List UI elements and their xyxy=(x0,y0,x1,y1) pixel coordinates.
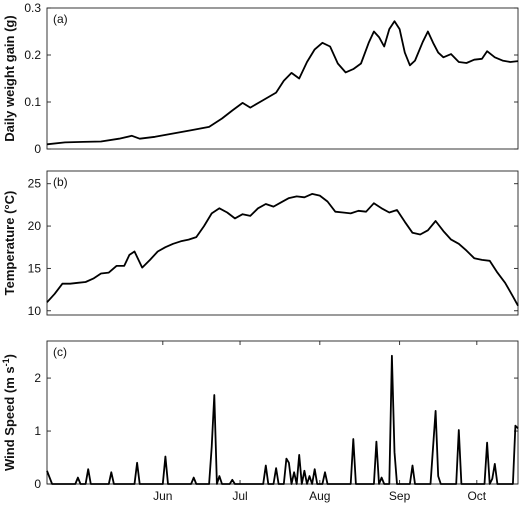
series-line xyxy=(46,354,519,485)
y-tick-label: 0.3 xyxy=(24,1,41,15)
y-tick-label: 15 xyxy=(28,261,42,275)
x-tick-label: Jul xyxy=(232,489,247,503)
y-tick-label: 0 xyxy=(34,477,41,491)
chart-panel-3: 0 1 2 Jun Jul Aug Sep Oct (c) Wind Speed (m s-1) xyxy=(1,340,519,503)
chart-panel-1: 0 0.1 0.2 0.3 (a) Daily weight gain (g) xyxy=(2,1,519,156)
y-tick-label: 2 xyxy=(34,371,41,385)
panel-label: (b) xyxy=(53,175,68,189)
panel-label: (c) xyxy=(53,345,67,359)
y-tick-label: 0.1 xyxy=(24,95,41,109)
y-axis-label: Wind Speed (m s-1) xyxy=(1,354,17,471)
y-tick-label: 1 xyxy=(34,424,41,438)
plot-frame xyxy=(46,170,519,316)
y-tick-label: 10 xyxy=(28,304,42,318)
y-tick-label: 20 xyxy=(28,219,42,233)
panel-label: (a) xyxy=(53,12,68,26)
plot-frame xyxy=(46,7,519,150)
y-tick-label: 25 xyxy=(28,177,42,191)
y-tick-label: 0.2 xyxy=(24,48,41,62)
chart-panel-2: 10 15 20 25 (b) Temperature (°C) xyxy=(2,170,519,318)
x-tick-label: Oct xyxy=(467,489,486,503)
x-tick-label: Aug xyxy=(309,489,330,503)
x-tick-label: Jun xyxy=(153,489,172,503)
series-line xyxy=(46,192,519,307)
plot-frame xyxy=(46,340,519,485)
x-tick-label: Sep xyxy=(389,489,411,503)
y-axis-label: Temperature (°C) xyxy=(2,191,17,296)
y-axis-label: Daily weight gain (g) xyxy=(2,15,17,141)
y-tick-label: 0 xyxy=(34,142,41,156)
series-line xyxy=(46,20,519,146)
